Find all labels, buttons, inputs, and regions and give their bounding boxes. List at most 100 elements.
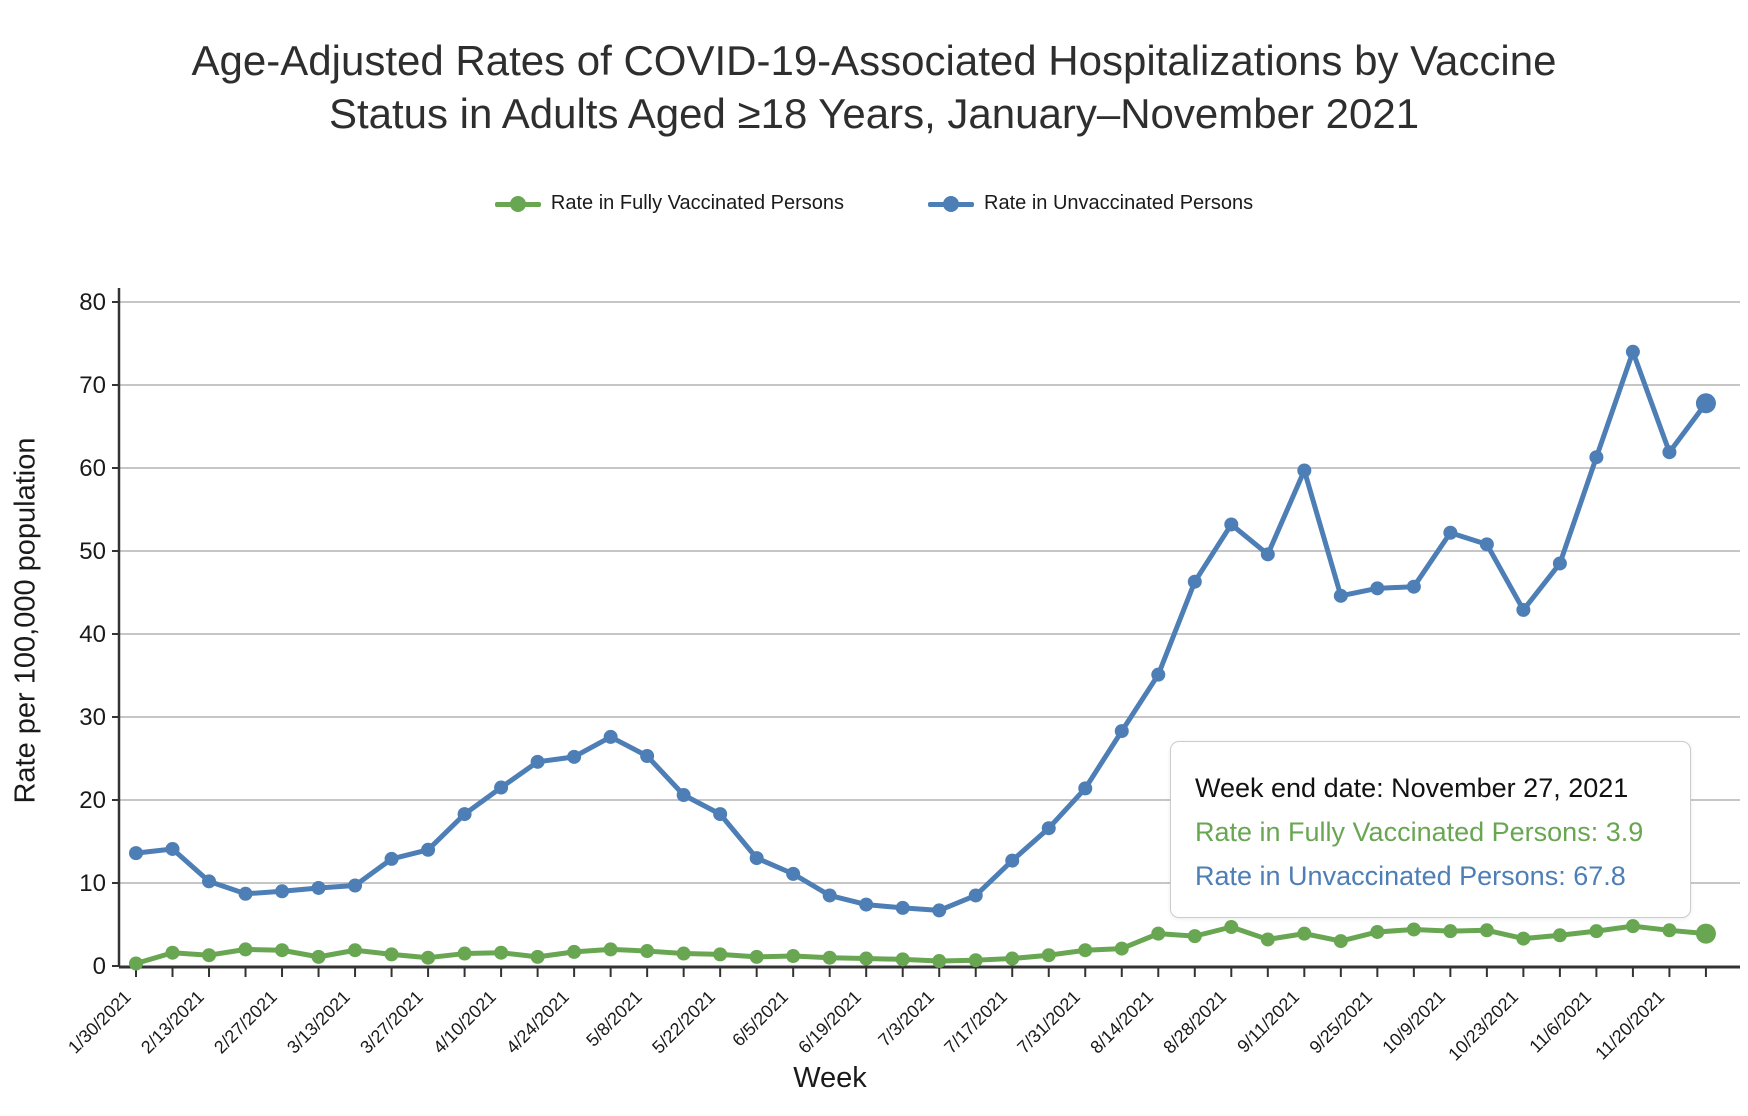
data-point-fully-vaccinated[interactable]	[567, 944, 582, 959]
data-point-fully-vaccinated[interactable]	[1443, 924, 1458, 939]
data-point-unvaccinated[interactable]	[1333, 588, 1348, 603]
data-point-fully-vaccinated[interactable]	[1151, 926, 1166, 941]
data-point-unvaccinated[interactable]	[1005, 853, 1020, 868]
x-ticks	[135, 968, 1707, 977]
data-point-fully-vaccinated[interactable]	[494, 945, 509, 960]
data-point-unvaccinated[interactable]	[1516, 602, 1531, 617]
y-gridlines	[112, 301, 1740, 967]
data-point-unvaccinated[interactable]	[1041, 821, 1056, 836]
data-point-fully-vaccinated[interactable]	[786, 949, 801, 964]
data-point-fully-vaccinated[interactable]	[932, 954, 947, 969]
data-point-unvaccinated[interactable]	[895, 900, 910, 915]
data-point-fully-vaccinated[interactable]	[530, 949, 545, 964]
data-point-unvaccinated[interactable]	[968, 888, 983, 903]
data-point-unvaccinated[interactable]	[822, 888, 837, 903]
data-point-fully-vaccinated[interactable]	[129, 956, 143, 971]
data-point-fully-vaccinated[interactable]	[822, 950, 837, 965]
x-tick-label: 3/27/2021	[356, 987, 427, 1058]
data-point-fully-vaccinated[interactable]	[749, 949, 764, 964]
data-point-unvaccinated[interactable]	[1479, 537, 1494, 552]
data-point-unvaccinated[interactable]	[1260, 547, 1275, 562]
data-point-unvaccinated[interactable]	[1370, 581, 1385, 596]
data-point-fully-vaccinated[interactable]	[238, 942, 253, 957]
data-point-unvaccinated-highlighted[interactable]	[1695, 393, 1716, 414]
data-point-unvaccinated[interactable]	[494, 780, 509, 795]
data-point-fully-vaccinated[interactable]	[421, 950, 436, 965]
data-point-unvaccinated[interactable]	[421, 842, 436, 857]
data-point-fully-vaccinated[interactable]	[1516, 931, 1531, 946]
data-point-fully-vaccinated[interactable]	[165, 945, 180, 960]
data-point-unvaccinated[interactable]	[1625, 344, 1640, 359]
data-point-fully-vaccinated[interactable]	[1625, 919, 1640, 934]
data-point-fully-vaccinated[interactable]	[1406, 922, 1421, 937]
data-point-unvaccinated[interactable]	[1297, 463, 1312, 478]
legend-item-fully-vaccinated[interactable]: Rate in Fully Vaccinated Persons	[494, 192, 844, 215]
data-point-unvaccinated[interactable]	[567, 749, 582, 764]
data-point-unvaccinated[interactable]	[749, 851, 764, 866]
data-point-unvaccinated[interactable]	[1151, 667, 1166, 682]
data-point-unvaccinated[interactable]	[786, 866, 801, 881]
data-point-fully-vaccinated[interactable]	[1114, 941, 1129, 956]
data-point-fully-vaccinated[interactable]	[311, 949, 326, 964]
data-point-fully-vaccinated[interactable]	[676, 946, 691, 961]
legend-item-unvaccinated[interactable]: Rate in Unvaccinated Persons	[928, 192, 1253, 215]
data-point-fully-vaccinated[interactable]	[1370, 924, 1385, 939]
data-point-unvaccinated[interactable]	[1114, 724, 1129, 739]
data-point-unvaccinated[interactable]	[1552, 556, 1567, 571]
data-point-fully-vaccinated[interactable]	[1662, 923, 1677, 938]
data-point-fully-vaccinated[interactable]	[1078, 943, 1093, 958]
data-point-fully-vaccinated[interactable]	[384, 947, 399, 962]
data-point-unvaccinated[interactable]	[1662, 445, 1677, 460]
x-tick-label: 8/28/2021	[1159, 987, 1230, 1058]
data-point-unvaccinated[interactable]	[932, 903, 947, 918]
data-point-fully-vaccinated[interactable]	[713, 947, 728, 962]
data-point-fully-vaccinated[interactable]	[1589, 924, 1604, 939]
x-tick-label: 11/20/2021	[1591, 987, 1668, 1064]
x-tick-labels: 1/30/2021 2/13/2021 2/27/2021 3/13/2021 3/27…	[64, 987, 1668, 1065]
data-point-unvaccinated[interactable]	[1406, 579, 1421, 594]
data-point-unvaccinated[interactable]	[713, 807, 728, 822]
data-point-unvaccinated[interactable]	[348, 878, 363, 893]
data-point-fully-vaccinated[interactable]	[1333, 934, 1348, 949]
data-point-fully-vaccinated[interactable]	[1552, 928, 1567, 943]
data-point-fully-vaccinated[interactable]	[1297, 926, 1312, 941]
data-point-unvaccinated[interactable]	[1224, 517, 1239, 532]
data-point-unvaccinated[interactable]	[457, 807, 472, 822]
data-point-fully-vaccinated[interactable]	[1260, 932, 1275, 947]
data-point-fully-vaccinated[interactable]	[895, 952, 910, 967]
data-point-unvaccinated[interactable]	[676, 788, 691, 803]
data-point-unvaccinated[interactable]	[859, 897, 874, 912]
data-point-unvaccinated[interactable]	[640, 749, 655, 764]
data-point-unvaccinated[interactable]	[1078, 781, 1093, 796]
data-point-unvaccinated[interactable]	[311, 880, 326, 895]
data-point-unvaccinated[interactable]	[603, 729, 618, 744]
data-point-fully-vaccinated[interactable]	[603, 942, 618, 957]
data-point-fully-vaccinated[interactable]	[1224, 919, 1239, 934]
data-point-unvaccinated[interactable]	[202, 874, 217, 889]
data-point-unvaccinated[interactable]	[384, 851, 399, 866]
data-point-unvaccinated[interactable]	[1443, 525, 1458, 540]
data-point-unvaccinated[interactable]	[165, 841, 180, 856]
data-point-unvaccinated[interactable]	[275, 884, 290, 899]
data-point-fully-vaccinated[interactable]	[859, 951, 874, 966]
data-point-fully-vaccinated[interactable]	[1041, 948, 1056, 963]
data-point-fully-vaccinated[interactable]	[457, 946, 472, 961]
x-tick-label: 6/19/2021	[794, 987, 865, 1058]
data-point-fully-vaccinated[interactable]	[1005, 951, 1020, 966]
data-point-unvaccinated[interactable]	[530, 754, 545, 769]
data-point-fully-vaccinated[interactable]	[1187, 929, 1202, 944]
data-point-fully-vaccinated-highlighted[interactable]	[1695, 923, 1716, 944]
data-point-fully-vaccinated[interactable]	[202, 948, 217, 963]
data-point-unvaccinated[interactable]	[1187, 574, 1202, 589]
data-point-unvaccinated[interactable]	[1589, 450, 1604, 465]
x-tick-label: 9/25/2021	[1305, 987, 1376, 1058]
legend-marker-blue-icon	[928, 195, 975, 212]
data-point-unvaccinated[interactable]	[238, 886, 253, 901]
data-point-fully-vaccinated[interactable]	[1479, 923, 1494, 938]
data-point-fully-vaccinated[interactable]	[275, 943, 290, 958]
data-point-fully-vaccinated[interactable]	[640, 944, 655, 959]
data-point-fully-vaccinated[interactable]	[968, 953, 983, 968]
data-point-fully-vaccinated[interactable]	[348, 943, 363, 958]
data-point-unvaccinated[interactable]	[129, 846, 143, 861]
